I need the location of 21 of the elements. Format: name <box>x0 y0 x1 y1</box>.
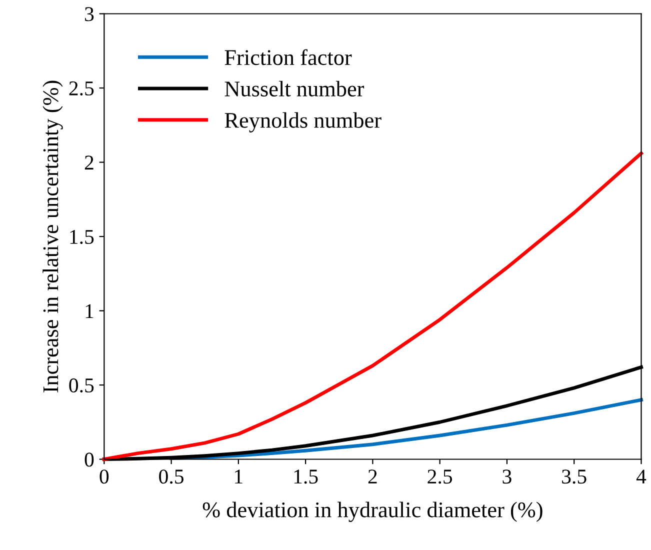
x-tick-label: 3.5 <box>562 470 586 484</box>
legend-label: Nusselt number <box>224 80 364 96</box>
x-tick-label: 2.5 <box>428 470 452 484</box>
x-tick-label: 4 <box>636 470 646 484</box>
y-tick-label: 1.5 <box>70 230 94 244</box>
y-tick-label: 2 <box>84 156 94 170</box>
x-tick-label: 1 <box>235 470 242 484</box>
x-tick-label: 1.5 <box>294 470 318 484</box>
y-tick-label: 2.5 <box>69 81 94 96</box>
y-tick-label: 3 <box>85 7 94 22</box>
y-axis-title: Increase in relative uncertainty (%) <box>42 80 63 392</box>
legend-label: Friction factor <box>224 49 352 66</box>
y-tick-label: 1 <box>86 304 94 318</box>
x-axis-title: % deviation in hydraulic diameter (%) <box>202 502 542 522</box>
x-tick-label: 3 <box>502 470 512 484</box>
x-tick-label: 2 <box>368 470 377 484</box>
y-tick-label: 0 <box>84 452 94 467</box>
x-tick-label: 0 <box>100 470 109 484</box>
y-tick-label: 0.5 <box>69 378 94 393</box>
legend-label: Reynolds number <box>224 112 382 132</box>
x-tick-label: 0.5 <box>159 470 184 484</box>
